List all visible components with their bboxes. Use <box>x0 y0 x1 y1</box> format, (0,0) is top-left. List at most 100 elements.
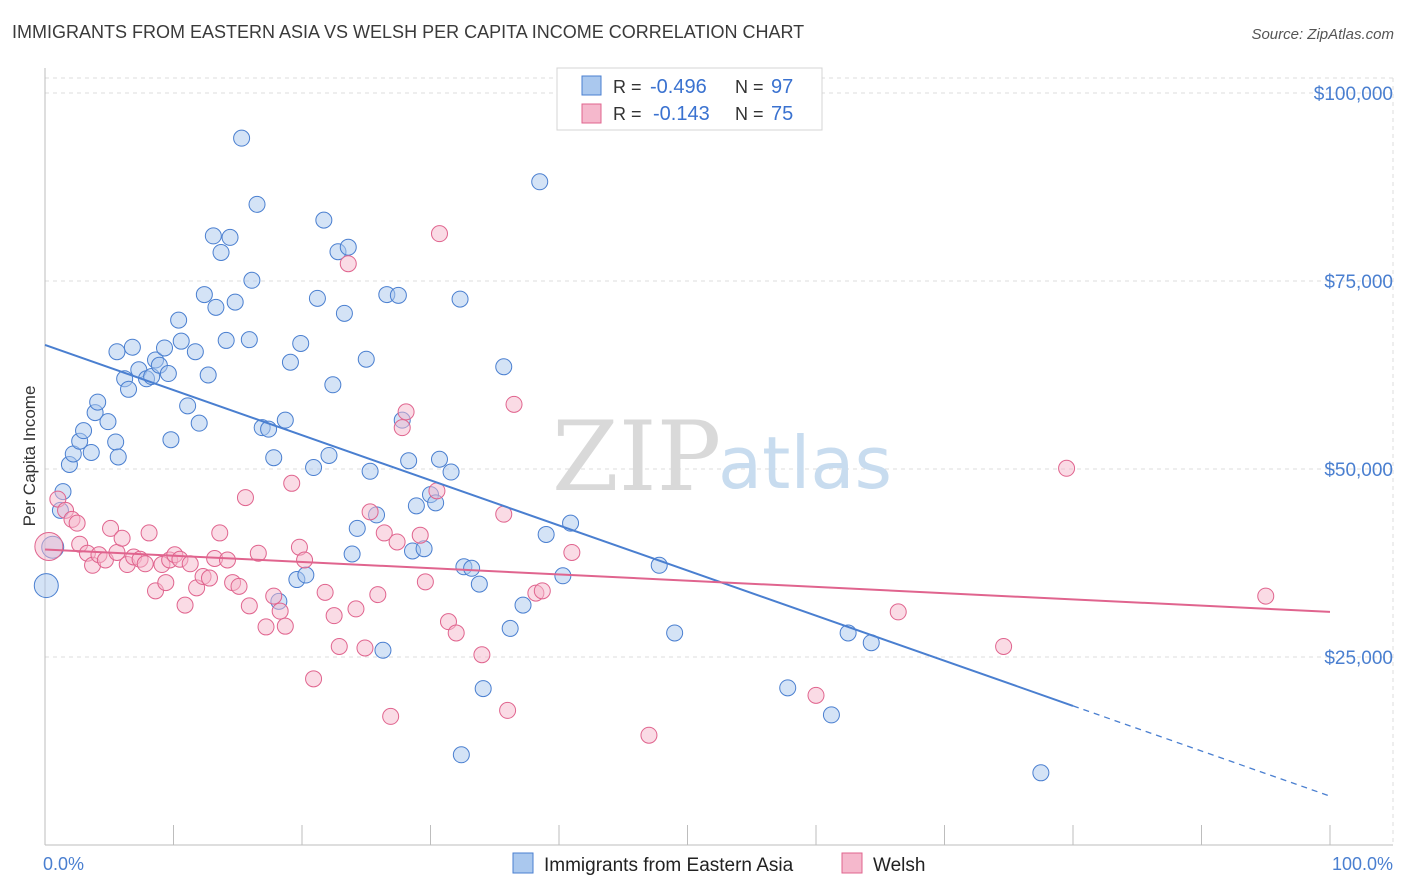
data-point <box>474 680 492 698</box>
x-tick-label-min: 0.0% <box>43 854 84 874</box>
data-point <box>305 459 323 477</box>
chart-source: Source: ZipAtlas.com <box>1251 26 1394 43</box>
data-point <box>563 543 581 561</box>
data-point <box>430 225 448 243</box>
y-tick-label: $50,000 <box>1324 460 1393 481</box>
data-point <box>113 529 131 547</box>
data-point <box>204 227 222 245</box>
data-point <box>265 587 283 605</box>
watermark: ZIP atlas <box>552 401 892 513</box>
data-point <box>779 679 797 697</box>
data-point <box>330 637 348 655</box>
stats-swatch-eastern-asia <box>581 75 602 96</box>
data-point <box>889 603 907 621</box>
stats-r-value-0: -0.496 <box>650 76 707 98</box>
data-point <box>170 311 188 329</box>
data-point <box>324 376 342 394</box>
data-point <box>452 746 470 764</box>
data-point <box>822 706 840 724</box>
data-point <box>389 286 407 304</box>
data-point <box>236 489 254 507</box>
data-point <box>397 403 415 421</box>
data-point <box>807 686 825 704</box>
data-point <box>514 596 532 614</box>
data-point <box>361 503 379 521</box>
data-point <box>411 526 429 544</box>
data-point <box>416 573 434 591</box>
data-point <box>315 211 333 229</box>
data-point <box>249 544 267 562</box>
stats-r-value-1: -0.143 <box>653 103 710 125</box>
data-point <box>343 545 361 563</box>
data-point <box>308 289 326 307</box>
data-point <box>1032 764 1050 782</box>
data-point <box>186 343 204 361</box>
data-point <box>212 243 230 261</box>
data-point <box>99 413 117 431</box>
data-point <box>447 624 465 642</box>
data-point <box>271 602 289 620</box>
data-point <box>179 397 197 415</box>
y-tick-label: $100,000 <box>1314 84 1393 105</box>
trend-line-0 <box>44 344 1074 707</box>
trend-lines <box>44 344 1331 797</box>
data-point <box>356 639 374 657</box>
data-point <box>75 422 93 440</box>
legend-label-eastern-asia: Immigrants from Eastern Asia <box>544 855 794 876</box>
trend-extension-0 <box>1072 705 1331 797</box>
data-point <box>108 343 126 361</box>
data-point <box>348 519 366 537</box>
data-point <box>393 419 411 437</box>
data-point <box>199 366 217 384</box>
data-point <box>495 358 513 376</box>
series-points-1 <box>34 225 1275 744</box>
data-point <box>339 255 357 273</box>
data-point <box>159 365 177 383</box>
stats-n-value-1: 75 <box>771 103 793 125</box>
data-point <box>281 353 299 371</box>
data-point <box>89 393 107 411</box>
watermark-zip: ZIP <box>552 401 721 513</box>
legend-label-welsh: Welsh <box>873 855 925 876</box>
data-point <box>430 450 448 468</box>
data-point <box>533 582 551 600</box>
data-point <box>240 331 258 349</box>
series-points-0 <box>33 129 1050 782</box>
data-point <box>226 293 244 311</box>
data-point <box>200 569 218 587</box>
y-tick-label: $75,000 <box>1324 272 1393 293</box>
data-point <box>243 271 261 289</box>
trend-line-1 <box>44 548 1331 613</box>
data-point <box>109 448 127 466</box>
data-point <box>102 519 120 537</box>
data-point <box>181 555 199 573</box>
data-point <box>172 332 190 350</box>
data-point <box>276 617 294 635</box>
data-point <box>68 514 86 532</box>
data-point <box>221 228 239 246</box>
data-point <box>296 551 314 569</box>
y-axis-label: Per Capita Income <box>20 386 39 527</box>
data-point <box>195 286 213 304</box>
stats-n-value-0: 97 <box>771 76 793 98</box>
data-point <box>257 618 275 636</box>
data-point <box>640 726 658 744</box>
data-point <box>339 238 357 256</box>
data-point <box>157 574 175 592</box>
data-point <box>107 433 125 451</box>
data-point <box>388 533 406 551</box>
watermark-atlas: atlas <box>718 421 892 505</box>
data-point <box>320 446 338 464</box>
data-point <box>505 395 523 413</box>
data-point <box>276 411 294 429</box>
data-point <box>501 619 519 637</box>
x-tick-label-max: 100.0% <box>1332 854 1393 874</box>
stats-n-label-0: N = <box>735 77 769 97</box>
data-point <box>470 575 488 593</box>
data-point <box>442 463 460 481</box>
data-point <box>531 173 549 191</box>
data-point <box>233 129 251 147</box>
data-point <box>463 559 481 577</box>
data-point <box>156 339 174 357</box>
